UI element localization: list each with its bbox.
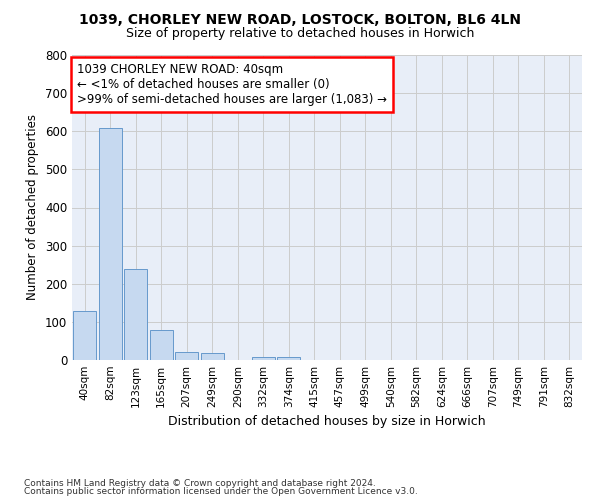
Bar [277, 357, 300, 360]
Bar [201, 353, 224, 360]
Bar [124, 270, 147, 360]
Text: 1039 CHORLEY NEW ROAD: 40sqm
← <1% of detached houses are smaller (0)
>99% of se: 1039 CHORLEY NEW ROAD: 40sqm ← <1% of de… [77, 62, 387, 106]
Y-axis label: Number of detached properties: Number of detached properties [26, 114, 40, 300]
Bar [150, 330, 173, 360]
Bar [99, 128, 122, 360]
Bar [175, 352, 198, 360]
Bar [252, 358, 275, 360]
Text: 1039, CHORLEY NEW ROAD, LOSTOCK, BOLTON, BL6 4LN: 1039, CHORLEY NEW ROAD, LOSTOCK, BOLTON,… [79, 12, 521, 26]
X-axis label: Distribution of detached houses by size in Horwich: Distribution of detached houses by size … [168, 416, 486, 428]
Bar [73, 311, 96, 360]
Text: Size of property relative to detached houses in Horwich: Size of property relative to detached ho… [126, 28, 474, 40]
Text: Contains HM Land Registry data © Crown copyright and database right 2024.: Contains HM Land Registry data © Crown c… [24, 478, 376, 488]
Text: Contains public sector information licensed under the Open Government Licence v3: Contains public sector information licen… [24, 487, 418, 496]
